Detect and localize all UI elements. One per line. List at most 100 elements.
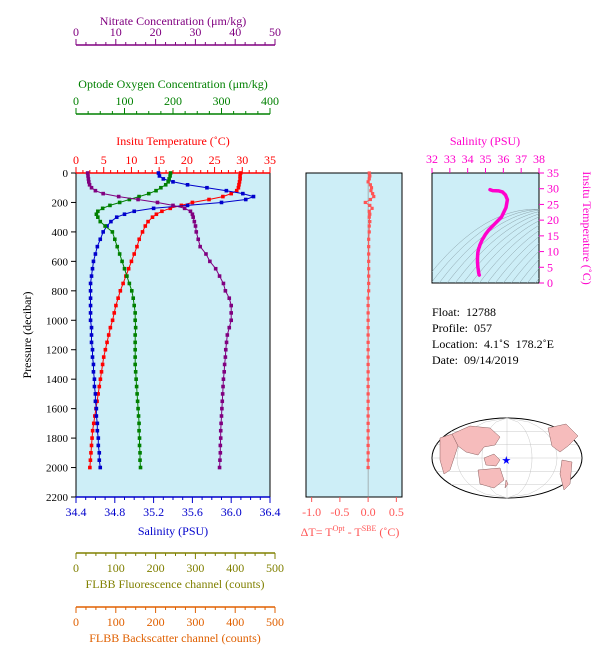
map-meridian (506, 417, 533, 499)
temperature-profile-point (238, 171, 243, 175)
backscatter-axis-tick-label: 400 (226, 615, 244, 629)
backscatter-axis-tick-label: 200 (147, 615, 165, 629)
nitrate-profile-point (85, 171, 90, 175)
temperature-profile-point (221, 194, 225, 199)
nitrate-profile-point (218, 458, 222, 462)
salinity-profile-point (88, 303, 93, 308)
nitrate-profile-point (223, 355, 228, 359)
nitrate-profile-point (229, 303, 233, 308)
oxygen-profile-point (166, 180, 170, 184)
oxygen-profile-point (96, 215, 100, 219)
main-profile-chart: 0200400600800100012001400160018002000220… (20, 14, 284, 645)
temperature-profile-point (88, 465, 92, 470)
oxygen-profile-point (103, 224, 107, 228)
oxygen-profile-point (134, 384, 139, 389)
nitrate-profile-point (218, 443, 223, 448)
delta-t-point (367, 259, 371, 263)
salinity-axis-tick-label: 36.4 (260, 505, 281, 519)
temperature-axis-tick-label: 5 (101, 153, 107, 167)
delta-t-point (367, 237, 371, 241)
delta-t-point (366, 340, 370, 344)
south-america-land (559, 459, 573, 491)
delta-t-point (366, 333, 370, 337)
temperature-profile-point (207, 197, 211, 202)
temperature-profile-point (118, 289, 123, 293)
oxygen-axis-tick-label: 400 (261, 94, 279, 108)
oxygen-profile-point (122, 266, 127, 271)
nitrate-profile-point (188, 209, 193, 214)
nitrate-profile-point (86, 174, 90, 178)
temperature-profile-point (234, 188, 239, 193)
delta-t-point (366, 311, 370, 315)
delta-t-point (367, 252, 371, 256)
fluorescence-axis-tick-label: 300 (186, 561, 204, 575)
salinity-profile-point (88, 289, 93, 293)
nitrate-profile-point (171, 203, 175, 208)
ts-density-contour (454, 213, 539, 283)
nitrate-profile-point (227, 325, 232, 330)
salinity-profile-point (92, 384, 97, 389)
salinity-profile-point (91, 259, 96, 264)
salinity-profile-point (219, 200, 224, 205)
nitrate-profile-point (223, 347, 228, 352)
delta-t-point (367, 209, 371, 213)
delta-t-point (367, 171, 371, 175)
ts-density-contour (519, 259, 539, 283)
salinity-profile-point (96, 443, 101, 448)
temperature-profile-point (100, 362, 105, 367)
salinity-profile-point (88, 318, 93, 323)
pressure-tick-label: 2000 (46, 463, 69, 475)
temperature-axis-tick-label: 35 (264, 153, 276, 167)
temperature-axis-tick-label: 0 (73, 153, 79, 167)
ts-density-contour (503, 243, 539, 283)
salinity-axis-tick-label: 36.0 (221, 505, 242, 519)
delta-t-axis-label: ΔT= TOpt - TSBE (˚C) (301, 524, 400, 539)
salinity-profile-point (89, 340, 94, 345)
salinity-axis-tick-label: 34.8 (104, 505, 125, 519)
nitrate-profile-point (229, 311, 233, 315)
ts-series (475, 187, 510, 277)
salinity-profile-point (95, 244, 100, 249)
oxygen-profile-point (120, 259, 124, 264)
salinity-profile-point (94, 406, 99, 411)
nitrate-axis-tick-label: 50 (269, 25, 281, 39)
ts-salinity-tick-label: 38 (533, 152, 545, 166)
temperature-profile-point (116, 296, 120, 300)
delta-t-point (366, 436, 370, 440)
location-map: ★ (431, 417, 583, 499)
oxygen-profile-point (117, 200, 122, 205)
temperature-profile-point (112, 311, 117, 315)
salinity-profile-point (98, 465, 103, 470)
oxygen-axis-tick-label: 100 (116, 94, 134, 108)
delta-t-point (367, 177, 371, 181)
ts-temperature-tick-label: 25 (547, 197, 559, 211)
ts-salinity-tick-label: 35 (480, 152, 492, 166)
oxygen-profile-point (133, 362, 137, 367)
nitrate-axis-tick-label: 40 (229, 25, 241, 39)
delta-t-point (363, 200, 367, 205)
oxygen-profile-point (136, 406, 140, 411)
temperature-profile-point (88, 458, 93, 462)
nitrate-profile-point (222, 362, 227, 367)
oxygen-profile-point (133, 340, 137, 345)
backscatter-axis-tick-label: 500 (266, 615, 284, 629)
temperature-profile-point (137, 237, 141, 242)
temperature-axis-tick-label: 15 (153, 153, 165, 167)
temperature-profile-point (236, 185, 241, 190)
temperature-profile-point (96, 392, 100, 396)
delta-t-point (368, 212, 372, 216)
salinity-profile-point (88, 281, 93, 286)
temperature-profile-point (90, 428, 95, 433)
nitrate-profile-point (116, 194, 121, 199)
temperature-profile-point (154, 212, 159, 217)
nitrate-profile-point (220, 406, 224, 411)
pressure-tick-label: 400 (52, 227, 69, 239)
oxygen-profile-point (133, 333, 137, 337)
salinity-profile-point (95, 421, 100, 426)
oxygen-profile-point (132, 303, 136, 308)
oxygen-profile-point (133, 347, 137, 352)
delta-t-point (372, 194, 376, 199)
